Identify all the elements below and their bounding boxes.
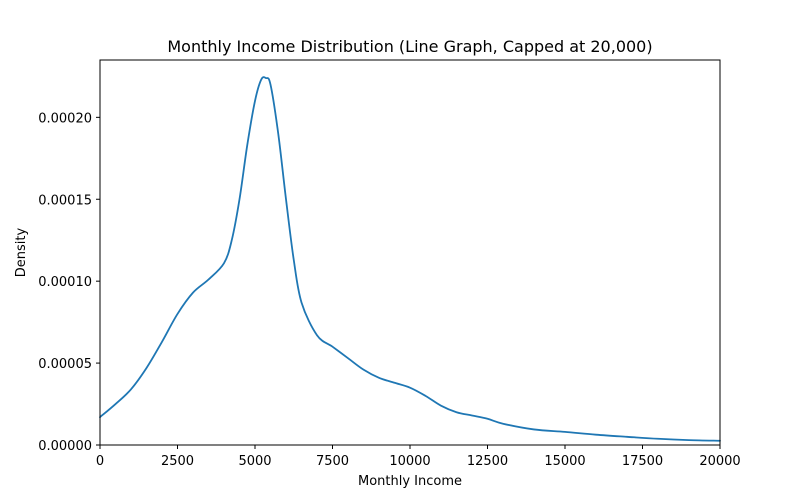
- x-tick-label: 15000: [544, 454, 585, 469]
- plot-area: [99, 76, 721, 442]
- y-axis-label: Density: [14, 227, 29, 277]
- y-tick-label: 0.00010: [38, 275, 92, 290]
- y-tick-label: 0.00015: [38, 193, 92, 208]
- x-axis-label: Monthly Income: [358, 474, 462, 489]
- x-tick-label: 7500: [316, 454, 349, 469]
- x-tick-label: 0: [96, 454, 104, 469]
- y-tick-label: 0.00005: [38, 357, 92, 372]
- y-axis: 0.00000 0.00005 0.00010 0.00015 0.00020: [38, 111, 100, 454]
- density-line: [99, 76, 721, 442]
- x-axis: 0 2500 5000 7500 10000 12500 15000 17500 20000: [96, 445, 741, 469]
- y-tick-label: 0.00000: [38, 439, 92, 454]
- chart-title: Monthly Income Distribution (Line Graph,…: [167, 37, 652, 56]
- plot-frame: [99, 59, 721, 446]
- x-tick-label: 2500: [161, 454, 194, 469]
- y-tick-label: 0.00020: [38, 111, 92, 126]
- x-tick-label: 5000: [238, 454, 271, 469]
- x-tick-label: 17500: [622, 454, 663, 469]
- x-tick-label: 10000: [389, 454, 430, 469]
- x-tick-label: 20000: [699, 454, 740, 469]
- x-tick-label: 12500: [467, 454, 508, 469]
